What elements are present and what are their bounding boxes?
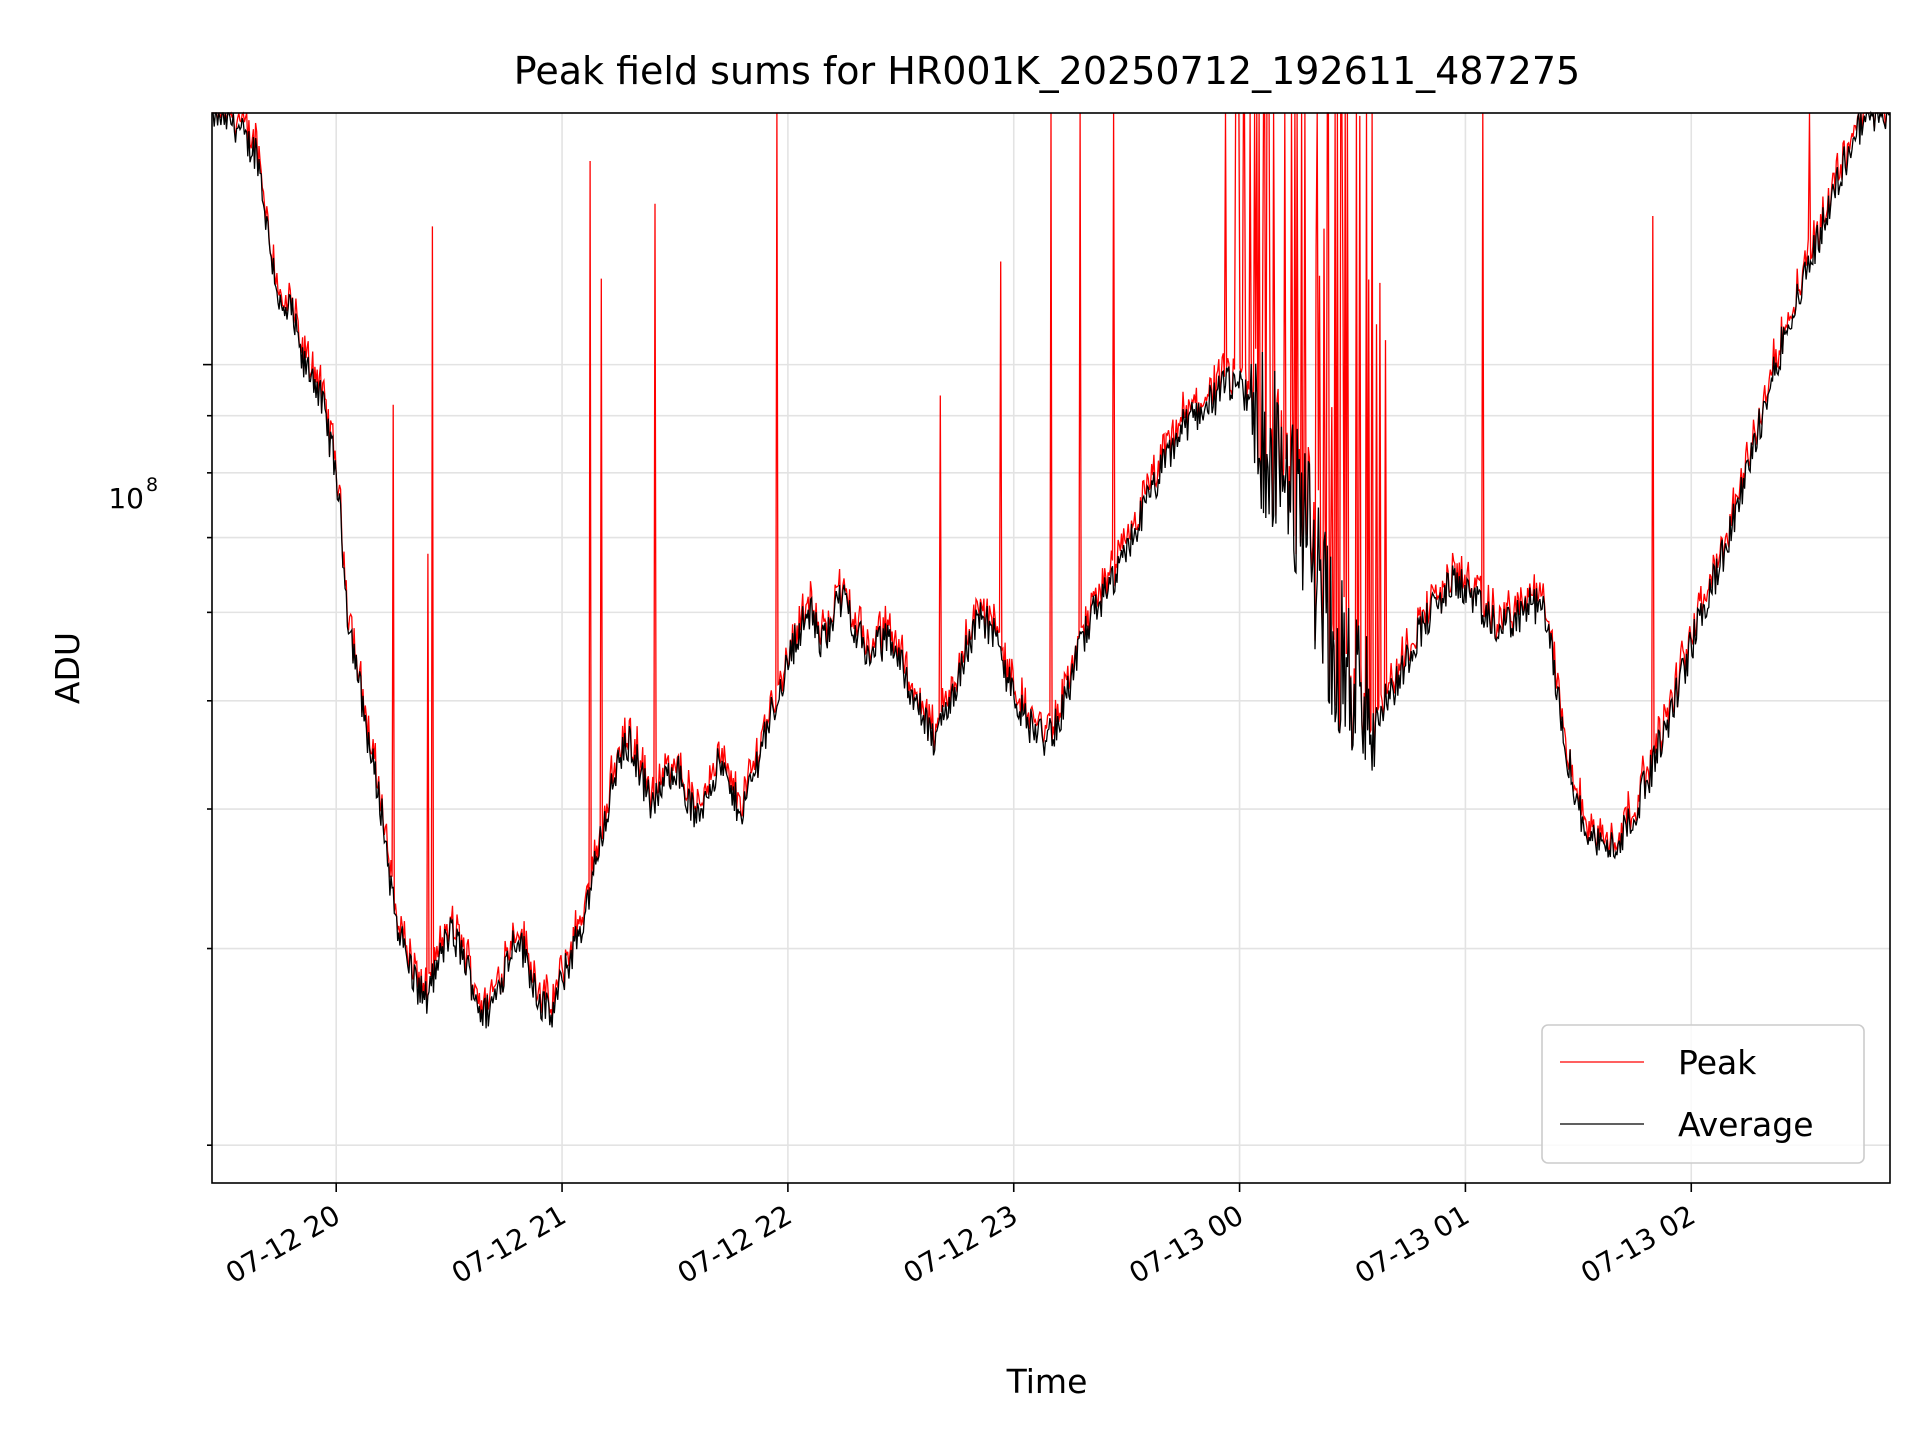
plot-frame (211, 112, 1891, 1184)
legend-box (1541, 1024, 1865, 1164)
x-axis-label: Time (1006, 1362, 1088, 1401)
legend-label-average: Average (1678, 1105, 1814, 1144)
legend: Peak Average (1541, 1024, 1865, 1164)
grid-lines (212, 113, 1890, 1183)
y-axis-label: ADU (48, 632, 87, 704)
legend-label-peak: Peak (1678, 1043, 1757, 1082)
axis-ticks (203, 363, 1693, 1192)
chart-title: Peak field sums for HR001K_20250712_1926… (514, 49, 1580, 93)
y-tick-label-base: 10 (108, 482, 144, 515)
y-tick-label: 10 8 (108, 474, 158, 515)
y-tick-label-exponent: 8 (146, 474, 158, 496)
series-line-average (212, 110, 1891, 1029)
